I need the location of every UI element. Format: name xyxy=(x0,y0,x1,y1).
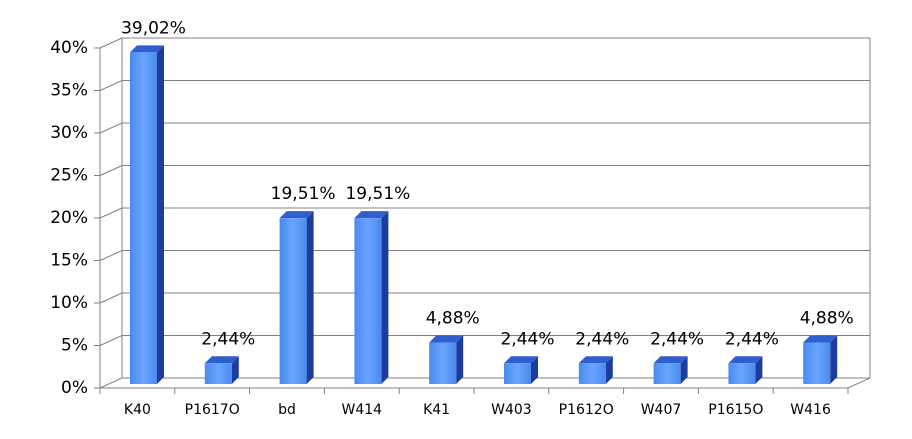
bar-side xyxy=(605,356,613,384)
x-tick-label: K41 xyxy=(423,402,450,418)
bar-top xyxy=(429,335,464,343)
bar xyxy=(354,218,382,384)
y-tick-label: 35% xyxy=(50,81,88,101)
value-label: 2,44% xyxy=(650,329,704,349)
bar-top xyxy=(803,335,838,343)
x-tick-label: P1612O xyxy=(559,402,614,418)
bar-side xyxy=(830,335,838,384)
value-label: 39,02% xyxy=(121,18,186,38)
bar-top xyxy=(728,356,763,364)
bar-top xyxy=(504,356,538,364)
x-tick-label: W403 xyxy=(491,402,532,418)
value-label: 4,88% xyxy=(800,309,854,329)
grid-line xyxy=(99,165,870,176)
bar-top xyxy=(653,356,688,364)
bar-side xyxy=(157,45,164,384)
x-tick-label: W407 xyxy=(641,402,682,418)
grid-line xyxy=(99,122,870,134)
bar-top xyxy=(354,211,389,219)
x-tick-label: K40 xyxy=(124,402,151,418)
grid-line xyxy=(99,37,870,49)
bar xyxy=(803,342,831,384)
grid-line xyxy=(99,292,870,304)
y-tick-label: 10% xyxy=(50,293,88,313)
grid-line xyxy=(99,80,870,91)
bar-top xyxy=(578,356,613,364)
bar xyxy=(279,218,307,384)
value-label: 19,51% xyxy=(345,184,410,204)
bar-top xyxy=(279,211,314,219)
y-tick-label: 25% xyxy=(50,166,88,186)
bar-side xyxy=(456,335,464,384)
bar-side xyxy=(755,356,763,384)
bar xyxy=(653,363,681,384)
x-tick-label: W416 xyxy=(790,402,831,418)
bar xyxy=(578,363,606,384)
bar-side xyxy=(306,211,314,384)
bar-top xyxy=(204,356,239,364)
y-tick-label: 40% xyxy=(50,38,88,58)
value-label: 2,44% xyxy=(725,329,779,349)
bar xyxy=(130,52,157,385)
grid-line xyxy=(99,250,870,261)
x-tick-label: W414 xyxy=(342,402,383,418)
value-label: 2,44% xyxy=(500,329,554,349)
bar-top xyxy=(130,45,164,53)
y-tick-label: 30% xyxy=(50,123,88,143)
bar-side xyxy=(231,356,239,384)
x-tick-label: P1617O xyxy=(185,402,240,418)
grid-line xyxy=(99,335,870,346)
bar xyxy=(204,363,232,384)
bar xyxy=(504,363,531,384)
bar-side xyxy=(531,356,538,384)
value-label: 19,51% xyxy=(271,184,336,204)
value-label: 4,88% xyxy=(426,309,480,329)
y-tick-label: 0% xyxy=(61,378,88,398)
value-label: 2,44% xyxy=(201,329,255,349)
bar-side xyxy=(680,356,688,384)
grid-line xyxy=(99,207,870,219)
bar-side xyxy=(381,211,389,384)
y-tick-label: 15% xyxy=(50,251,88,271)
x-tick-label: bd xyxy=(278,402,296,418)
y-tick-label: 20% xyxy=(50,208,88,228)
x-tick-label: P1615O xyxy=(708,402,763,418)
bar xyxy=(429,342,457,384)
bar xyxy=(728,363,756,384)
y-tick-label: 5% xyxy=(61,336,88,356)
value-label: 2,44% xyxy=(575,329,629,349)
